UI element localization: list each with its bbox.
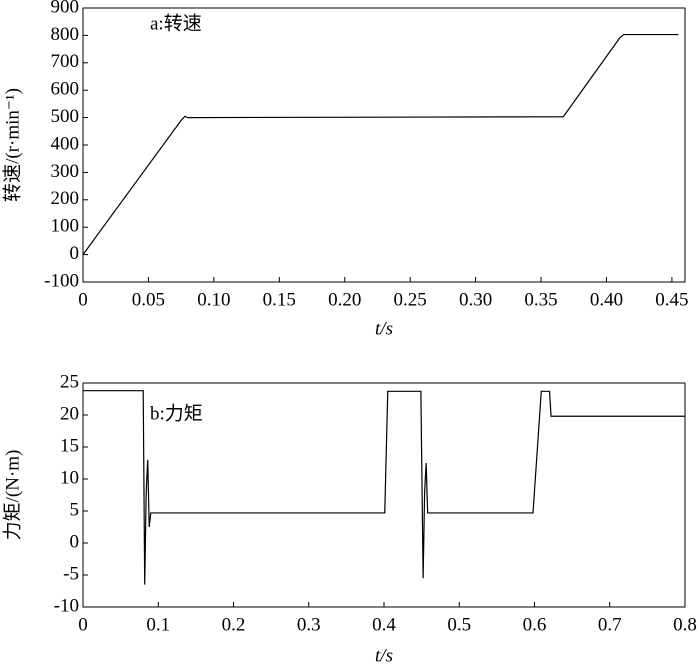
x-axis-label: t/s (375, 318, 393, 339)
x-tick-label: 0.40 (590, 289, 623, 310)
y-tick-label: 800 (51, 24, 80, 45)
x-tick-label: 0.20 (328, 289, 361, 310)
y-tick-label: 600 (51, 79, 80, 100)
y-tick-label: -5 (63, 563, 79, 584)
x-tick-label: 0.2 (222, 614, 246, 635)
y-tick-label: 0 (70, 531, 80, 552)
y-tick-label: 900 (51, 0, 80, 17)
y-tick-label: 25 (60, 371, 79, 392)
x-tick-label: 0.25 (394, 289, 427, 310)
x-axis-label: t/s (375, 645, 393, 666)
x-tick-label: 0.6 (523, 614, 547, 635)
x-tick-label: 0.30 (459, 289, 492, 310)
x-tick-label: 0.5 (447, 614, 471, 635)
x-tick-label: 0.10 (197, 289, 230, 310)
x-tick-label: 0.8 (673, 614, 697, 635)
y-tick-label: 500 (51, 106, 80, 127)
x-tick-label: 0.05 (132, 289, 165, 310)
x-tick-label: 0.4 (372, 614, 396, 635)
y-tick-label: 400 (51, 133, 80, 154)
y-tick-label: -10 (54, 595, 79, 616)
y-tick-label: 200 (51, 188, 80, 209)
x-tick-label: 0.7 (598, 614, 622, 635)
y-tick-label: 0 (70, 243, 80, 264)
y-tick-label: 100 (51, 216, 80, 237)
x-tick-label: 0.15 (263, 289, 296, 310)
y-tick-label: 300 (51, 161, 80, 182)
y-tick-label: 700 (51, 51, 80, 72)
y-tick-label: 20 (60, 403, 79, 424)
data-line (82, 33, 679, 255)
y-tick-label: 10 (60, 467, 79, 488)
annotation: a:转速 (150, 12, 202, 34)
x-tick-label: 0.35 (524, 289, 557, 310)
x-tick-label: 0 (78, 614, 88, 635)
x-tick-label: 0 (78, 289, 88, 310)
annotation: b:力矩 (150, 402, 203, 424)
y-tick-label: -100 (44, 270, 79, 291)
y-tick-label: 15 (60, 435, 79, 456)
x-tick-label: 0.1 (146, 614, 170, 635)
plot-frame (82, 7, 686, 283)
data-line (83, 390, 685, 585)
y-tick-label: 5 (70, 499, 80, 520)
x-tick-label: 0.45 (655, 289, 688, 310)
y-axis-label: 转速/(r·min⁻¹) (1, 88, 23, 202)
y-axis-label: 力矩/(N·m) (1, 450, 23, 541)
x-tick-label: 0.3 (297, 614, 321, 635)
